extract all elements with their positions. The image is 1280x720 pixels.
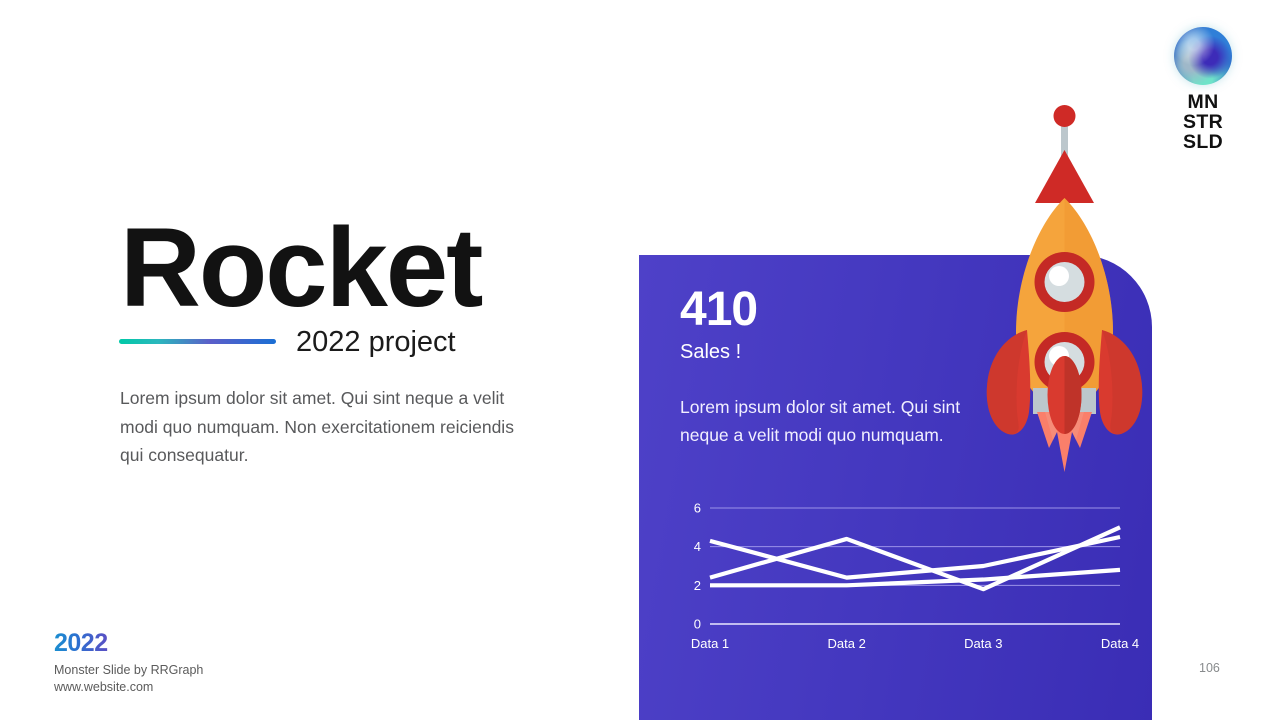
card-paragraph: Lorem ipsum dolor sit amet. Qui sint neq… (680, 397, 961, 445)
page-title: Rocket (120, 205, 483, 330)
chart-gridlines (710, 507, 1120, 625)
rocket-illustration-icon (975, 100, 1160, 490)
stat-value: 410 (680, 283, 758, 336)
logo-sphere-icon (1174, 27, 1232, 85)
stat-label: Sales ! (680, 341, 742, 363)
logo: MN STR SLD (1172, 27, 1234, 152)
footer-website: www.website.com (54, 679, 154, 694)
rocket-fin-center-shading (1064, 356, 1082, 434)
rocket-antenna-stalk (1061, 118, 1068, 162)
chart-y-tick-label: 4 (694, 539, 701, 554)
page-number: 106 (1199, 661, 1220, 675)
footer-credit: Monster Slide by RRGraph www.website.com (54, 662, 203, 695)
rocket-fin-left-shading (986, 330, 1027, 435)
chart-x-tick-label: Data 3 (964, 636, 1002, 651)
footer-year: 2022 (54, 629, 108, 657)
chart-x-tick-label: Data 2 (828, 636, 866, 651)
page-subtitle: 2022 project (296, 326, 456, 358)
line-chart: 0 2 4 6 Data 1 Data 2 Data 3 Data 4 (680, 500, 1139, 660)
title-underline-accent (119, 339, 276, 344)
logo-text: MN STR SLD (1172, 92, 1234, 152)
footer-credit-line: Monster Slide by RRGraph (54, 663, 204, 677)
chart-series-line (709, 525, 1121, 592)
chart-series-group (709, 525, 1121, 592)
logo-text-line-3: SLD (1183, 131, 1223, 154)
chart-y-tick-label: 0 (694, 617, 701, 632)
left-content-column: Rocket 2022 project Lorem ipsum dolor si… (0, 0, 620, 720)
logo-text-line-2: STR (1183, 111, 1223, 134)
chart-series-line (710, 567, 1121, 588)
chart-y-tick-label: 2 (694, 578, 701, 593)
logo-text-line-1: MN (1187, 91, 1219, 113)
chart-x-axis-labels: Data 1 Data 2 Data 3 Data 4 (691, 636, 1139, 651)
rocket-nose-cone (1035, 150, 1094, 203)
rocket-antenna-ball (1053, 105, 1076, 127)
chart-y-axis-labels: 0 2 4 6 (694, 501, 701, 632)
chart-y-tick-label: 6 (694, 501, 701, 516)
chart-x-tick-label: Data 1 (691, 636, 729, 651)
rocket-window-upper-highlight (1049, 266, 1069, 286)
chart-x-tick-label: Data 4 (1101, 636, 1139, 651)
rocket-fin-right-shading (1102, 330, 1143, 435)
body-paragraph: Lorem ipsum dolor sit amet. Qui sint neq… (120, 388, 514, 466)
